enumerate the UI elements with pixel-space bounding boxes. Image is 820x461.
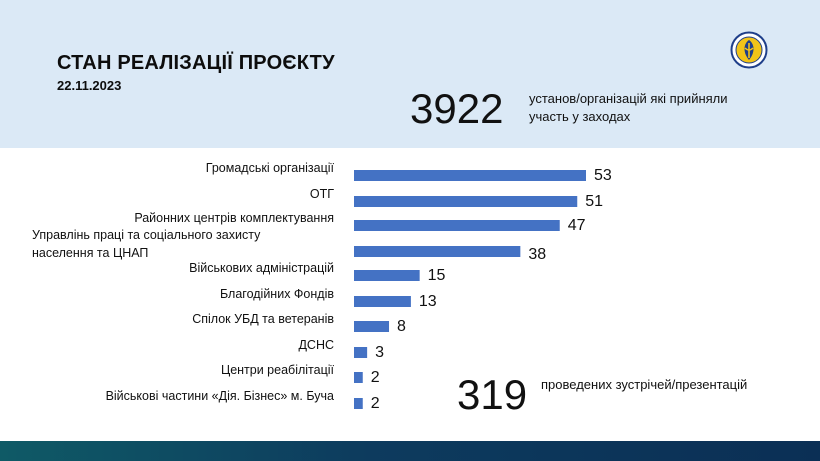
category-label: Благодійних Фондів [220,287,334,301]
category-label: Районних центрів комплектування [134,211,334,225]
category-label: Управлінь праці та соціального захисту на… [32,228,261,260]
bar [354,270,420,281]
category-label: ДСНС [298,338,334,352]
category-label: Військові частини «Дія. Бізнес» м. Буча [106,389,334,403]
category-label: Центри реабілітації [221,363,335,377]
data-label: 13 [419,293,437,310]
data-label: 38 [528,246,546,263]
data-label: 51 [585,193,603,210]
category-label: Військових адміністрацій [189,261,334,275]
bar [354,220,560,231]
header-band [0,0,820,148]
data-label: 3 [375,344,384,361]
meetings-count: 319 [457,371,528,418]
report-date: 22.11.2023 [57,78,122,93]
category-label: Спілок УБД та ветеранів [192,312,334,326]
meetings-description: проведених зустрічей/презентацій [541,377,748,392]
category-label: Громадські організації [206,161,335,175]
bar [354,196,578,207]
bar-chart: 53 Громадські організації 51 ОТГ 47 Районних … [32,161,612,412]
category-label: ОТГ [310,187,334,201]
page-title: СТАН РЕАЛІЗАЦІЇ ПРОЄКТУ [57,52,335,74]
data-label: 8 [397,318,406,335]
data-label: 15 [428,267,446,284]
data-label: 2 [371,395,380,412]
bar [354,347,368,358]
footer-band [0,441,820,461]
data-label: 47 [568,217,586,234]
organizations-count: 3922 [410,85,504,132]
bar [354,296,411,307]
data-label: 53 [594,167,612,184]
ministry-emblem-icon [730,31,768,69]
bar [354,170,586,181]
organizations-description: установ/організацій які прийняли участь … [529,91,728,124]
bar [354,321,390,332]
bar [354,246,521,257]
bar [354,398,363,409]
bar [354,372,363,383]
data-label: 2 [371,369,380,386]
